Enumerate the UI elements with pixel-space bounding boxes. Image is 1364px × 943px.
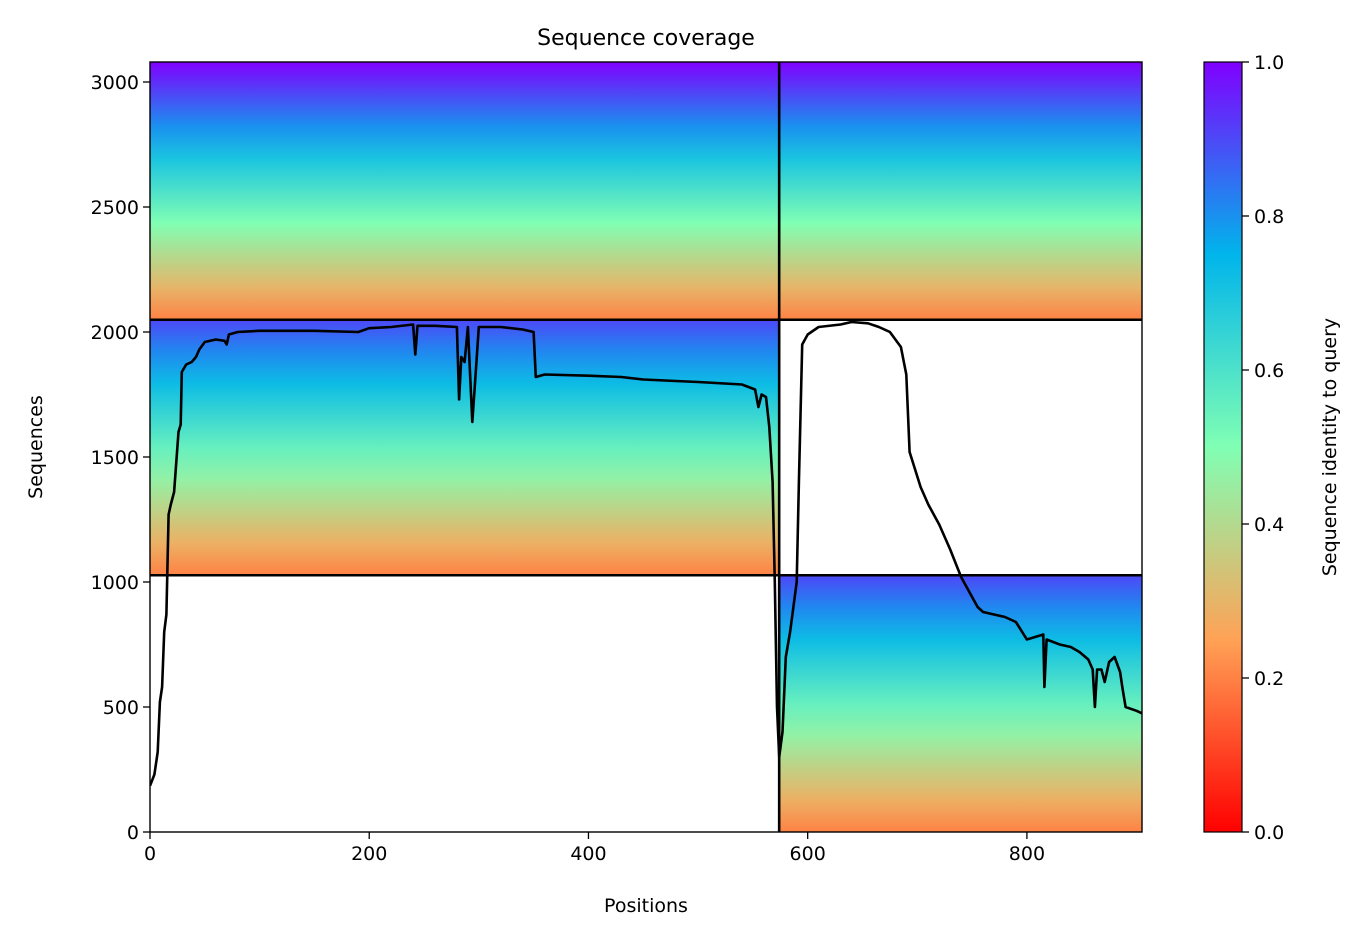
x-tick-label: 400 (570, 843, 606, 865)
x-tick-label: 800 (1009, 843, 1045, 865)
colorbar-tick-label: 0.0 (1254, 822, 1284, 844)
colorbar-ticks: 0.0 0.2 0.4 0.6 0.8 1.0 (1242, 52, 1284, 844)
coverage-block (779, 62, 1142, 320)
y-axis-label: Sequences (25, 395, 47, 499)
y-tick-label: 3000 (91, 72, 139, 94)
plot-area (150, 62, 1142, 832)
y-tick-label: 1500 (91, 447, 139, 469)
colorbar (1203, 61, 1243, 833)
x-tick-label: 0 (144, 843, 156, 865)
x-tick-label: 200 (351, 843, 387, 865)
colorbar-tick-label: 0.4 (1254, 514, 1284, 536)
colorbar-tick-label: 1.0 (1254, 52, 1284, 74)
x-axis-ticks: 0 200 400 600 800 (144, 832, 1045, 865)
colorbar-label: Sequence identity to query (1319, 318, 1341, 576)
coverage-line (150, 320, 1142, 787)
coverage-block (150, 62, 780, 320)
y-tick-label: 2000 (91, 322, 139, 344)
colorbar-tick-label: 0.2 (1254, 668, 1284, 690)
y-axis-ticks: 0 500 1000 1500 2000 2500 3000 (91, 72, 150, 844)
chart-title: Sequence coverage (537, 26, 755, 51)
coverage-blocks (150, 62, 1142, 832)
y-tick-label: 0 (127, 822, 139, 844)
y-tick-label: 2500 (91, 197, 139, 219)
x-tick-label: 600 (790, 843, 826, 865)
y-tick-label: 500 (103, 697, 139, 719)
y-tick-label: 1000 (91, 572, 139, 594)
divider-lines (150, 62, 1142, 832)
coverage-block (779, 575, 1142, 832)
plot-frame (149, 61, 1143, 833)
colorbar-tick-label: 0.8 (1254, 206, 1284, 228)
x-axis-label: Positions (604, 895, 688, 917)
colorbar-tick-label: 0.6 (1254, 360, 1284, 382)
